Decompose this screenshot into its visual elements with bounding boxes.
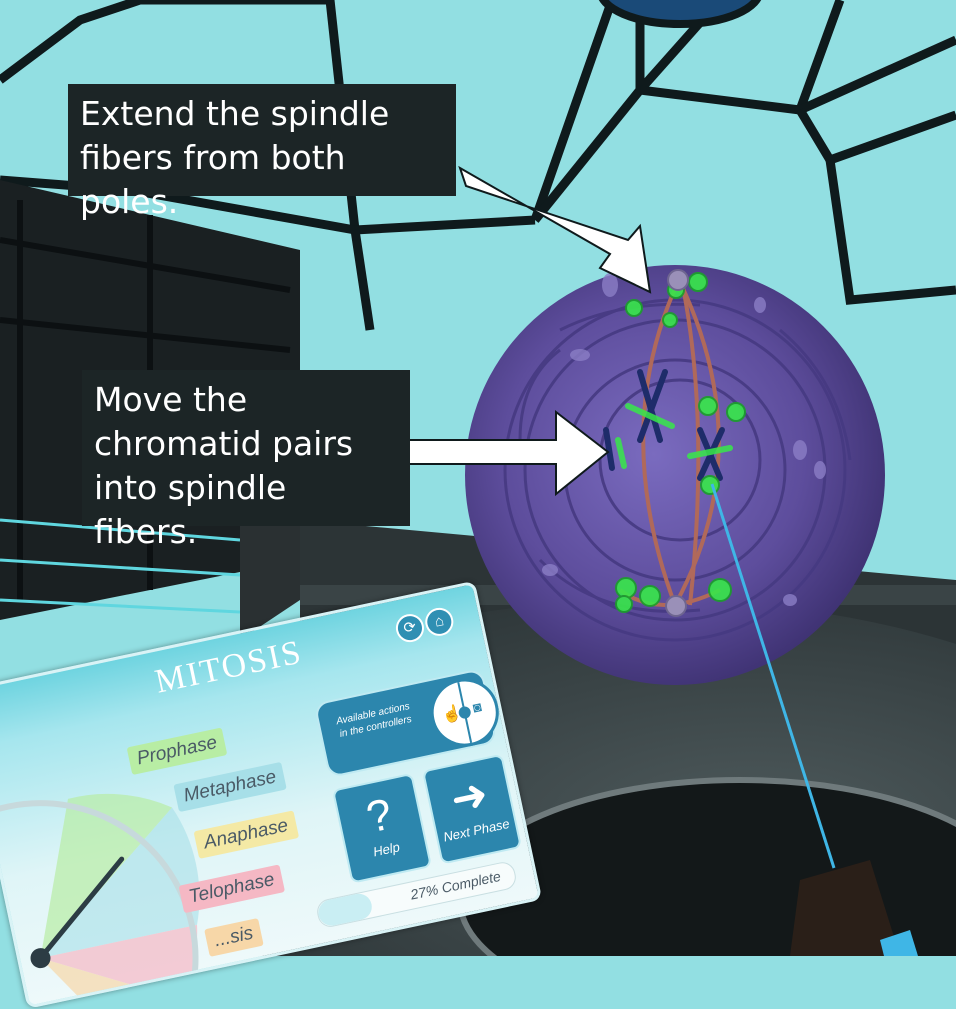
tooltip-line: into spindle fibers. xyxy=(94,468,287,551)
laser-pointer xyxy=(710,483,836,869)
next-phase-button[interactable]: ➜ Next Phase xyxy=(421,753,523,865)
hand-pointer-icon: ☝ xyxy=(440,704,464,726)
camera-icon: ◙ xyxy=(471,698,483,716)
progress-text: 27% Complete xyxy=(408,867,503,903)
tooltip-line: Move the xyxy=(94,380,248,419)
actions-text: Available actions in the controllers xyxy=(335,700,413,740)
panel-title: MITOSIS xyxy=(151,633,306,701)
arrow-chromatid-icon xyxy=(399,409,610,497)
help-button[interactable]: ? Help xyxy=(331,772,433,884)
progress-fill xyxy=(315,891,375,929)
gauge-needle xyxy=(38,856,125,961)
tooltip-line: fibers from both poles. xyxy=(80,138,346,221)
tooltip-line: chromatid pairs xyxy=(94,424,354,463)
arrow-spindle-icon xyxy=(458,165,652,294)
tooltip-line: Extend the spindle xyxy=(80,94,390,133)
controller-diagram: ☝ ◙ xyxy=(424,672,506,753)
vr-controller xyxy=(790,860,900,956)
ceiling-light xyxy=(598,0,762,28)
cell-model xyxy=(465,265,885,685)
chromatid-instruction-tooltip: Move the chromatid pairs into spindle fi… xyxy=(82,370,410,551)
home-icon[interactable]: ⌂ xyxy=(422,605,456,639)
spindle-instruction-tooltip: Extend the spindle fibers from both pole… xyxy=(68,84,456,221)
restart-icon[interactable]: ⟳ xyxy=(393,611,427,645)
